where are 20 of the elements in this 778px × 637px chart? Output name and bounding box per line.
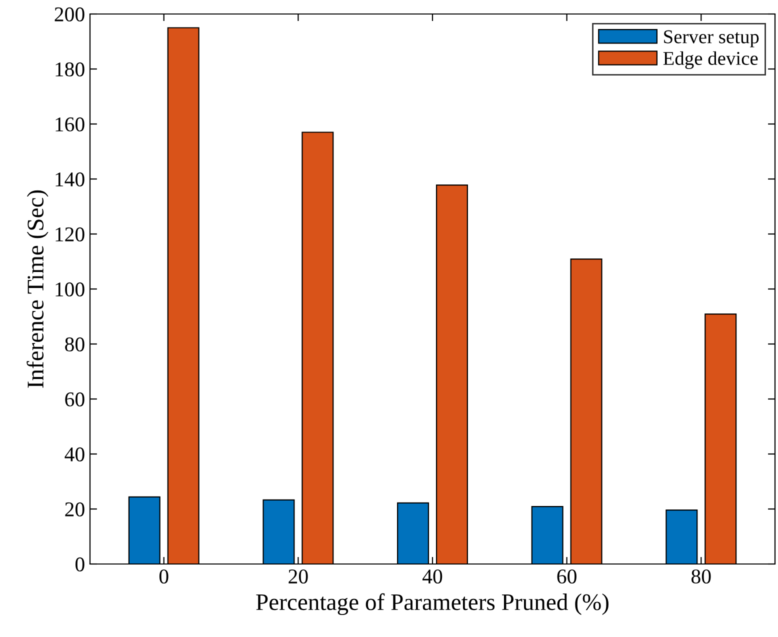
x-tick-label: 20 [288, 569, 308, 584]
legend-label: Edge device [663, 51, 758, 70]
x-tick-label: 40 [422, 569, 442, 584]
y-tick-label: 0 [76, 557, 84, 572]
y-tick-label: 140 [56, 172, 84, 186]
y-tick-label: 60 [65, 392, 84, 406]
y-tick-label: 180 [56, 62, 84, 76]
x-tick-label: 0 [159, 569, 168, 584]
x-tick-label: 60 [557, 569, 576, 584]
x-axis-title: Percentage of Parameters Pruned (%) [256, 593, 608, 616]
x-tick-label: 80 [692, 569, 711, 584]
y-tick-label: 80 [65, 337, 84, 352]
y-tick-label: 160 [56, 117, 84, 132]
y-axis-title: Inference Time (Sec) [26, 190, 48, 388]
y-tick-label: 100 [56, 282, 84, 296]
y-tick-label: 200 [54, 7, 84, 22]
y-tick-label: 40 [64, 447, 84, 462]
legend-label: Server setup [664, 30, 759, 48]
y-tick-label: 20 [65, 502, 84, 516]
y-tick-label: 120 [56, 227, 84, 242]
